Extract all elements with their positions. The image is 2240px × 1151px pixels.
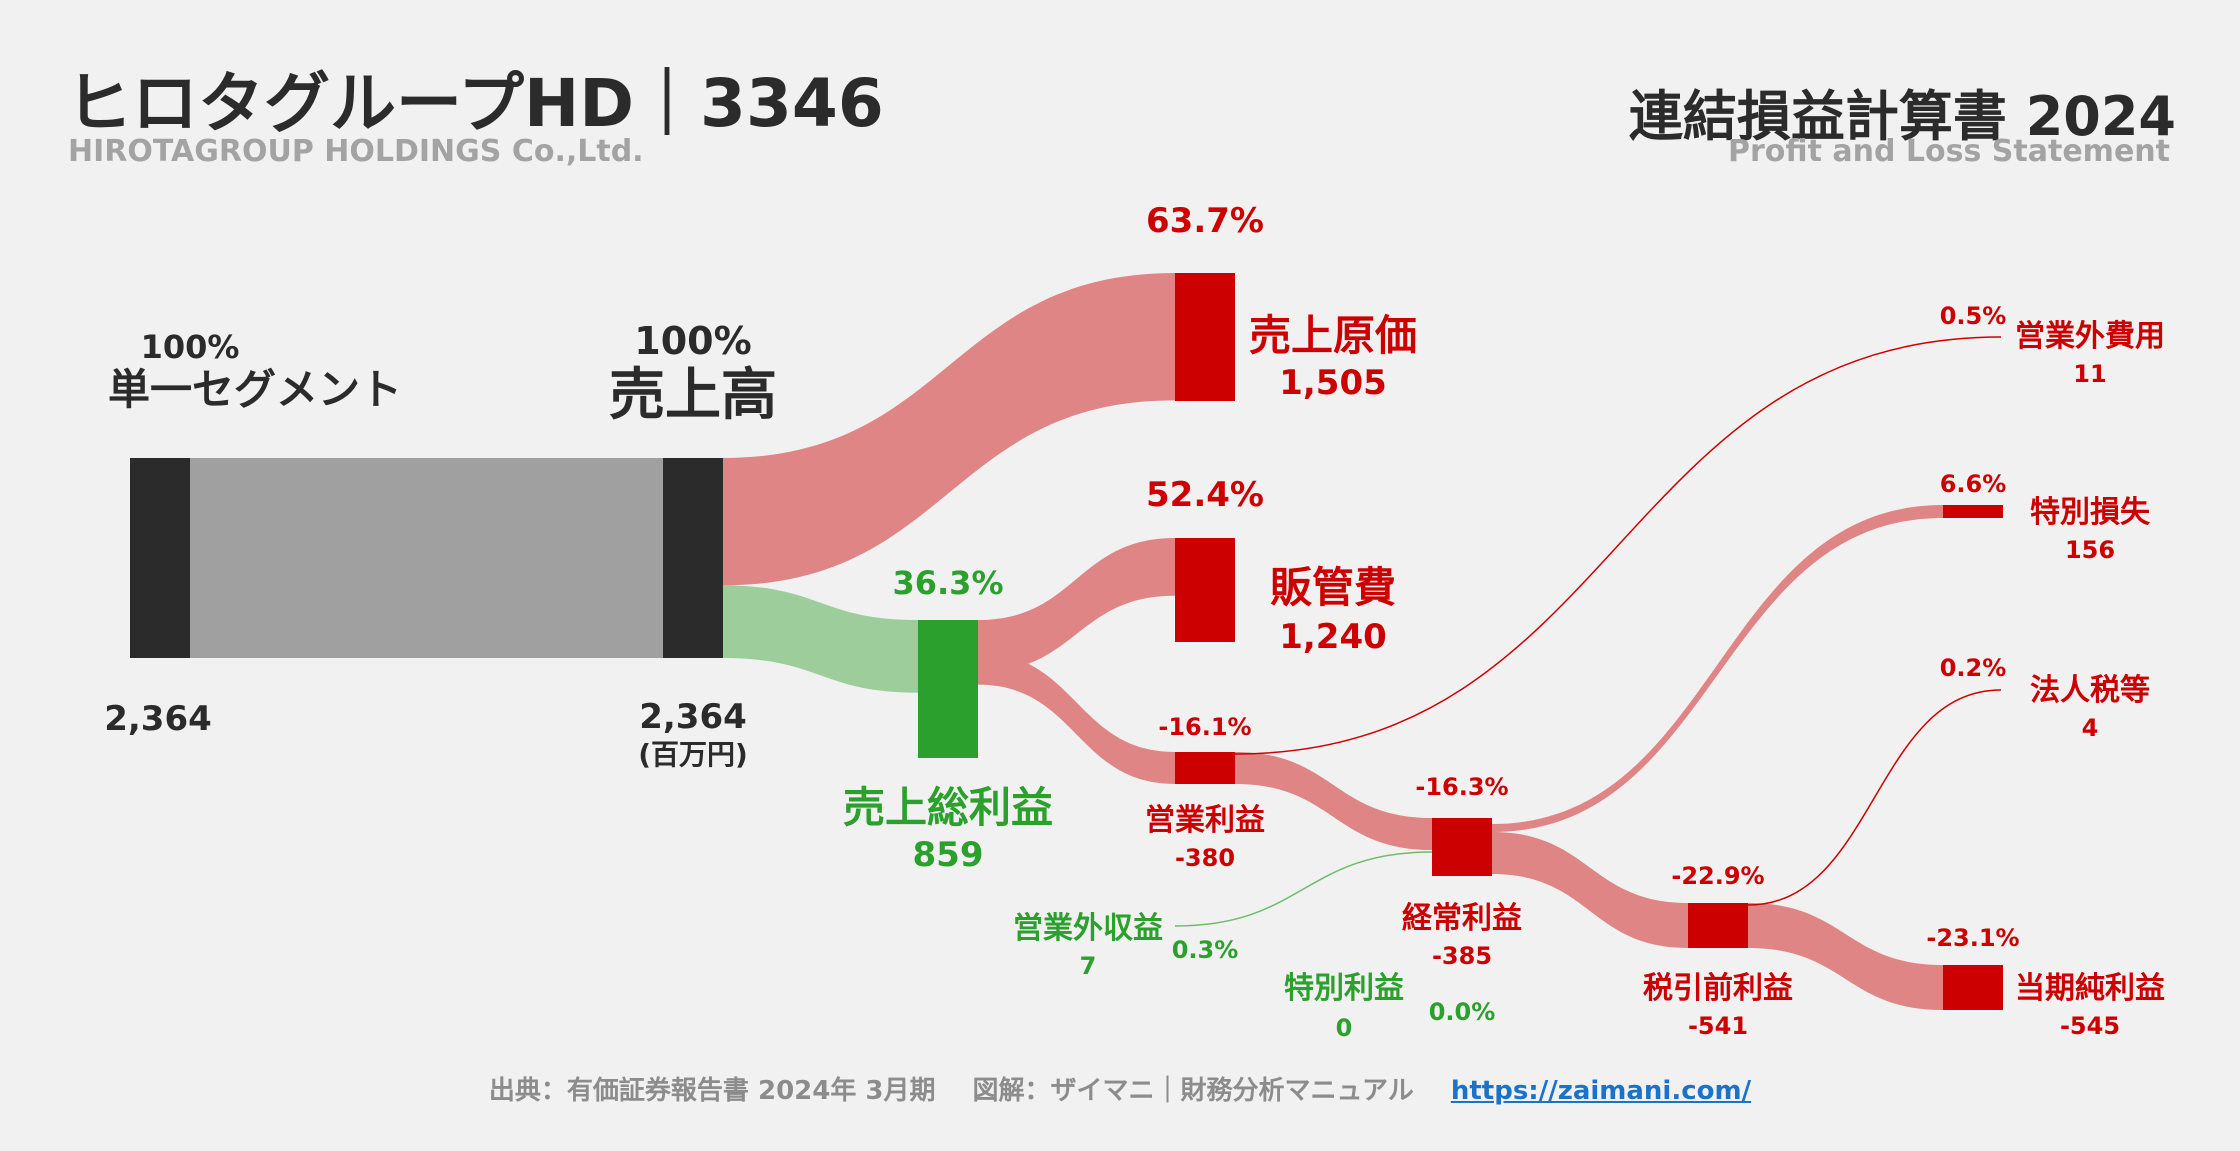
sga-value: 1,240 <box>1279 617 1387 657</box>
revenue-value: 2,364 <box>639 697 747 737</box>
statement-subtitle: Profit and Loss Statement <box>1727 134 2170 169</box>
flow-op-nonop-exp <box>1234 336 2002 755</box>
node-op <box>1175 752 1235 784</box>
ext-gain-value: 0 <box>1336 1014 1353 1042</box>
tax-value: 4 <box>2082 714 2099 742</box>
footer: 出典：有価証券報告書 2024年 3月期 図解：ザイマニ｜財務分析マニュアル h… <box>0 1070 2240 1107</box>
footer-illustration: 図解：ザイマニ｜財務分析マニュアル <box>972 1076 1414 1106</box>
nonop-inc-pct: 0.3% <box>1172 936 1239 964</box>
ext-gain-pct: 0.0% <box>1429 998 1496 1026</box>
revenue-unit: (百万円) <box>638 738 748 771</box>
company-subtitle: HIROTAGROUP HOLDINGS Co.,Ltd. <box>68 134 644 169</box>
gross-pct: 36.3% <box>892 564 1003 602</box>
cogs-label: 売上原価 <box>1249 311 1417 360</box>
flow-gross-sga <box>978 538 1175 673</box>
node-ext-loss <box>1943 505 2003 518</box>
footer-source: 出典：有価証券報告書 2024年 3月期 <box>488 1076 936 1106</box>
company-title: ヒロタグループHD｜3346 <box>66 65 884 142</box>
flow-pretax-tax <box>1747 689 2002 906</box>
flow-revenue-cogs <box>723 273 1175 586</box>
flow-ordinary-pretax <box>1492 832 1688 948</box>
net-value: -545 <box>2060 1012 2120 1040</box>
segment-label: 単一セグメント <box>108 365 402 414</box>
tax-pct: 0.2% <box>1940 654 2007 682</box>
sankey-flows <box>190 273 2002 1010</box>
ordinary-pct: -16.3% <box>1415 773 1508 801</box>
node-sga <box>1175 538 1235 642</box>
ext-loss-value: 156 <box>2065 536 2115 564</box>
node-pretax <box>1688 903 1748 948</box>
node-cogs <box>1175 273 1235 401</box>
revenue-pct: 100% <box>634 319 751 363</box>
ext-loss-label: 特別損失 <box>2030 495 2151 530</box>
ordinary-value: -385 <box>1432 942 1492 970</box>
ext-loss-pct: 6.6% <box>1940 470 2007 498</box>
node-ordinary <box>1432 818 1492 876</box>
flow-ordinary-extloss <box>1492 505 1943 832</box>
revenue-label: 売上高 <box>609 363 777 428</box>
flow-gross-op <box>978 652 1175 784</box>
footer-link[interactable]: https://zaimani.com/ <box>1450 1076 1752 1106</box>
node-gross <box>918 620 978 758</box>
pretax-label: 税引前利益 <box>1643 971 1793 1006</box>
net-label: 当期純利益 <box>2015 971 2165 1006</box>
nonop-exp-value: 11 <box>2073 360 2106 388</box>
op-label: 営業利益 <box>1145 803 1265 838</box>
sankey-nodes <box>130 273 2003 1010</box>
flow-segment-revenue <box>190 458 663 658</box>
nonop-inc-label: 営業外収益 <box>1013 911 1163 946</box>
op-value: -380 <box>1175 844 1235 872</box>
nonop-exp-pct: 0.5% <box>1940 302 2007 330</box>
cogs-pct: 63.7% <box>1146 201 1264 241</box>
flow-revenue-gross <box>723 585 918 693</box>
op-pct: -16.1% <box>1158 713 1251 741</box>
sankey-labels: 100%単一セグメント2,364100%売上高2,364(百万円)63.7%売上… <box>104 201 2165 1042</box>
cogs-value: 1,505 <box>1279 363 1387 403</box>
flow-nonop-inc-ordinary <box>1174 851 1433 927</box>
tax-label: 法人税等 <box>2030 673 2150 708</box>
pretax-pct: -22.9% <box>1671 862 1764 890</box>
node-segment <box>130 458 190 658</box>
ext-gain-label: 特別利益 <box>1284 971 1404 1006</box>
net-pct: -23.1% <box>1926 924 2019 952</box>
flow-op-ordinary <box>1235 752 1432 850</box>
gross-value: 859 <box>913 835 984 875</box>
statement-title: 連結損益計算書 2024 <box>1628 85 2176 148</box>
pretax-value: -541 <box>1688 1012 1748 1040</box>
nonop-inc-value: 7 <box>1080 952 1097 980</box>
gross-label: 売上総利益 <box>843 783 1053 832</box>
node-net <box>1943 965 2003 1010</box>
flow-pretax-net <box>1748 903 1943 1010</box>
sga-label: 販管費 <box>1270 563 1396 612</box>
segment-value: 2,364 <box>104 699 212 739</box>
ordinary-label: 経常利益 <box>1402 901 1522 936</box>
segment-pct: 100% <box>141 328 240 366</box>
nonop-exp-label: 営業外費用 <box>2015 319 2165 354</box>
node-revenue <box>663 458 723 658</box>
sga-pct: 52.4% <box>1146 475 1264 515</box>
